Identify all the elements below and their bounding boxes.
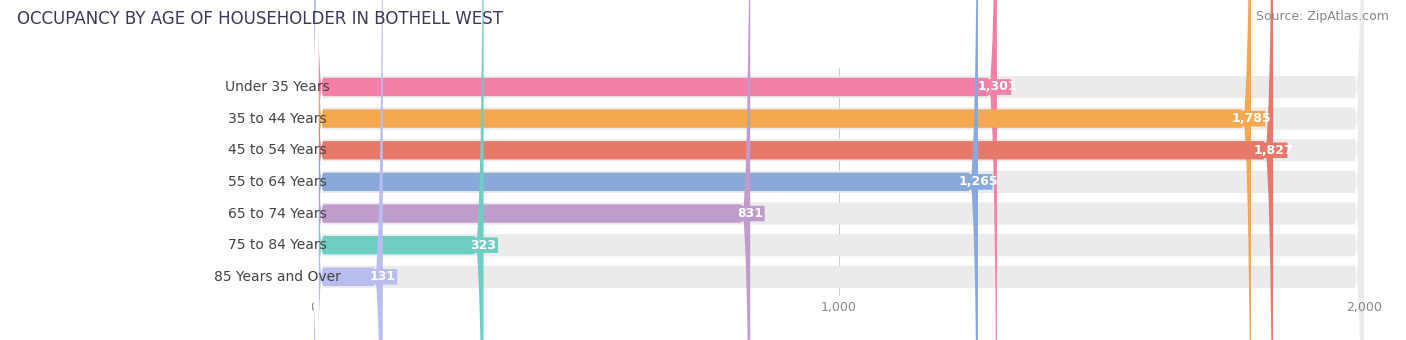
- FancyBboxPatch shape: [1236, 111, 1265, 126]
- Text: 1,827: 1,827: [1253, 144, 1294, 157]
- FancyBboxPatch shape: [314, 0, 1364, 340]
- Text: OCCUPANCY BY AGE OF HOUSEHOLDER IN BOTHELL WEST: OCCUPANCY BY AGE OF HOUSEHOLDER IN BOTHE…: [17, 10, 503, 28]
- Text: 35 to 44 Years: 35 to 44 Years: [228, 112, 326, 125]
- Text: 1,785: 1,785: [1232, 112, 1271, 125]
- Text: 75 to 84 Years: 75 to 84 Years: [228, 238, 328, 252]
- FancyBboxPatch shape: [314, 0, 751, 340]
- Text: 55 to 64 Years: 55 to 64 Years: [228, 175, 328, 189]
- Text: 1,301: 1,301: [977, 81, 1017, 94]
- Text: 131: 131: [370, 270, 396, 283]
- FancyBboxPatch shape: [314, 0, 1251, 340]
- FancyBboxPatch shape: [236, 0, 318, 340]
- FancyBboxPatch shape: [983, 79, 1011, 95]
- Text: Source: ZipAtlas.com: Source: ZipAtlas.com: [1256, 10, 1389, 23]
- FancyBboxPatch shape: [314, 0, 1364, 340]
- Text: 45 to 54 Years: 45 to 54 Years: [228, 143, 326, 157]
- FancyBboxPatch shape: [735, 206, 765, 221]
- FancyBboxPatch shape: [314, 0, 382, 340]
- FancyBboxPatch shape: [236, 0, 318, 340]
- Text: Under 35 Years: Under 35 Years: [225, 80, 330, 94]
- FancyBboxPatch shape: [236, 0, 318, 340]
- Text: 85 Years and Over: 85 Years and Over: [214, 270, 342, 284]
- FancyBboxPatch shape: [236, 0, 318, 340]
- FancyBboxPatch shape: [314, 0, 484, 340]
- FancyBboxPatch shape: [1258, 142, 1288, 158]
- FancyBboxPatch shape: [236, 0, 318, 340]
- FancyBboxPatch shape: [963, 174, 993, 190]
- Text: 831: 831: [737, 207, 763, 220]
- FancyBboxPatch shape: [236, 0, 318, 340]
- FancyBboxPatch shape: [314, 0, 1364, 340]
- Text: 1,265: 1,265: [959, 175, 998, 188]
- Text: 65 to 74 Years: 65 to 74 Years: [228, 206, 328, 221]
- FancyBboxPatch shape: [314, 0, 979, 340]
- FancyBboxPatch shape: [314, 0, 1364, 340]
- FancyBboxPatch shape: [236, 0, 318, 340]
- FancyBboxPatch shape: [314, 0, 1272, 340]
- FancyBboxPatch shape: [314, 0, 997, 340]
- FancyBboxPatch shape: [368, 269, 398, 285]
- FancyBboxPatch shape: [314, 0, 1364, 340]
- FancyBboxPatch shape: [470, 237, 498, 253]
- Text: 323: 323: [471, 239, 496, 252]
- FancyBboxPatch shape: [314, 0, 1364, 340]
- FancyBboxPatch shape: [314, 0, 1364, 340]
